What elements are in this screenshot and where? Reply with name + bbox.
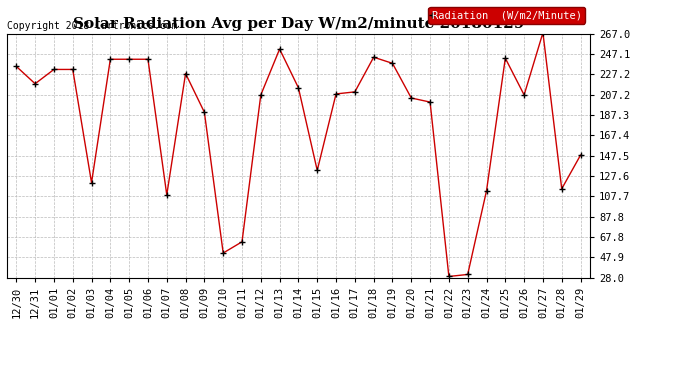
Legend: Radiation  (W/m2/Minute): Radiation (W/m2/Minute) <box>428 7 584 24</box>
Title: Solar Radiation Avg per Day W/m2/minute 20180129: Solar Radiation Avg per Day W/m2/minute … <box>72 17 524 31</box>
Text: Copyright 2018 Cartronics.com: Copyright 2018 Cartronics.com <box>8 21 178 32</box>
